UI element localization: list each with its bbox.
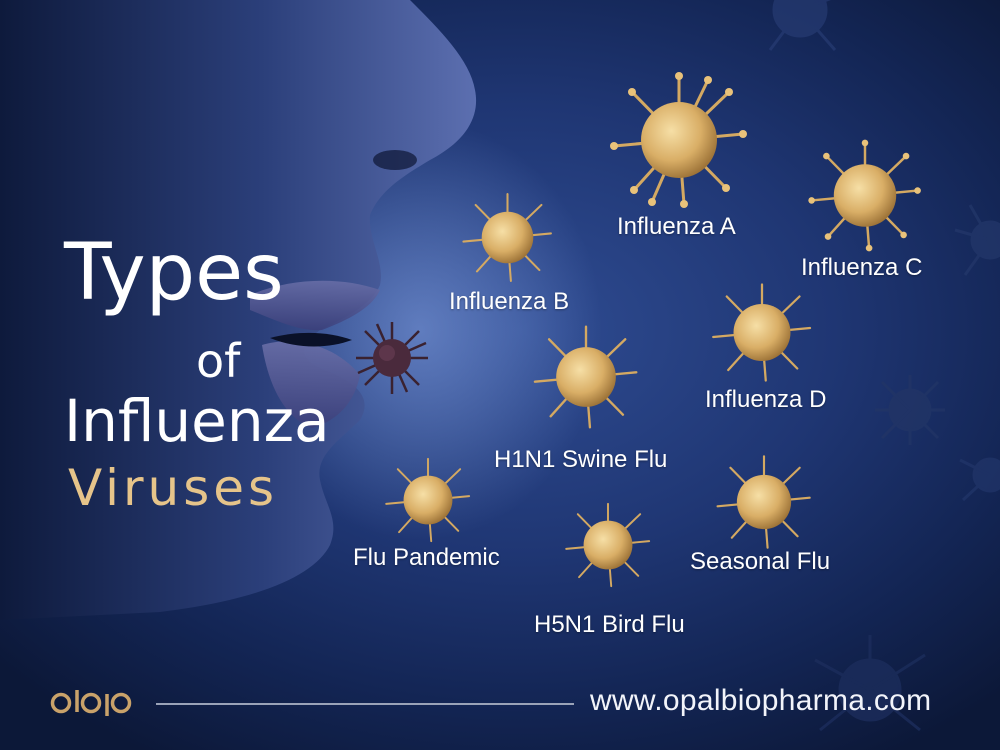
h1n1-virus-icon	[533, 325, 638, 429]
title-viruses: Viruses	[68, 459, 279, 517]
website-url[interactable]: www.opalbiopharma.com	[590, 684, 932, 717]
label-h5n1-bird-flu: H5N1 Bird Flu	[534, 611, 685, 638]
bg-virus-icon	[768, 0, 837, 51]
label-flu-pandemic: Flu Pandemic	[353, 544, 500, 571]
influenza-b-virus-icon	[462, 193, 552, 282]
h5n1-virus-icon	[565, 502, 651, 588]
footer-divider	[156, 703, 574, 705]
label-influenza-d: Influenza D	[705, 386, 827, 413]
influenza-d-virus-icon	[712, 283, 812, 382]
opal-logo-icon	[50, 690, 132, 716]
title-of: of	[196, 334, 241, 388]
seasonal-flu-virus-icon	[716, 455, 811, 549]
bg-virus-icon	[959, 457, 1000, 502]
bg-virus-icon	[875, 375, 945, 445]
title-influenza: Influenza	[64, 387, 330, 455]
label-influenza-c: Influenza C	[801, 254, 923, 281]
bg-virus-icon	[954, 204, 1000, 276]
title-types: Types	[64, 228, 284, 318]
label-influenza-b: Influenza B	[449, 288, 570, 315]
label-seasonal-flu: Seasonal Flu	[690, 548, 831, 575]
influenza-a-virus-icon	[610, 72, 747, 208]
dark-virus-icon	[356, 322, 428, 394]
label-influenza-a: Influenza A	[617, 213, 736, 240]
bg-virus-icon	[814, 635, 926, 732]
influenza-c-virus-icon	[808, 139, 921, 252]
flu-pandemic-virus-icon	[385, 457, 471, 543]
label-h1n1-swine-flu: H1N1 Swine Flu	[494, 446, 668, 473]
